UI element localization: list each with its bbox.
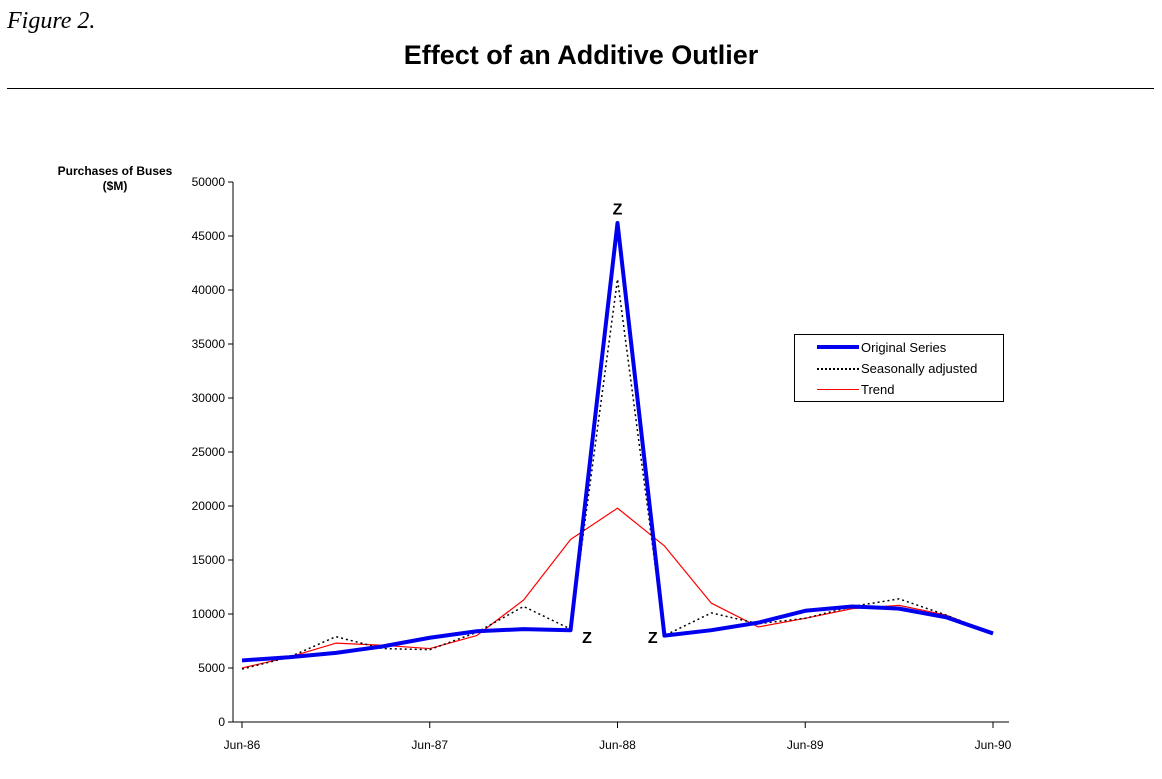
y-axis-title-line-1: Purchases of Buses xyxy=(57,164,173,178)
x-tick-label: Jun-89 xyxy=(787,738,824,752)
y-tick-label: 0 xyxy=(218,715,225,729)
y-tick-label: 45000 xyxy=(192,229,226,243)
legend-item-trend: Trend xyxy=(795,380,1003,400)
y-tick-label: 10000 xyxy=(192,607,226,621)
legend-item-seasonally-adjusted: Seasonally adjusted xyxy=(795,359,1003,379)
x-tick-label: Jun-88 xyxy=(599,738,636,752)
series-line-trend xyxy=(241,507,994,669)
y-tick-label: 40000 xyxy=(192,283,226,297)
series-line-original-series xyxy=(241,221,994,663)
chart-title: Effect of an Additive Outlier xyxy=(403,40,759,70)
y-axis-title-line-2: ($M) xyxy=(102,179,128,193)
y-axis-title: Purchases of Buses ($M) xyxy=(40,164,190,194)
legend-item-original-series: Original Series xyxy=(795,338,1003,358)
outlier-marker-label: Z xyxy=(582,630,592,647)
title-divider xyxy=(7,88,1154,89)
axes: 0 5000 10000 15000 20000 25000 30000 35000 40000… xyxy=(192,175,1012,752)
legend-label-trend: Trend xyxy=(861,382,895,397)
legend-swatch-trend xyxy=(817,389,859,390)
legend-label-original-series: Original Series xyxy=(861,340,947,355)
y-tick-label: 5000 xyxy=(198,661,225,675)
series-line-seasonally-adjusted xyxy=(241,278,994,670)
annotations: Z Z Z xyxy=(582,201,658,647)
y-tick-label: 25000 xyxy=(192,445,226,459)
series-layer xyxy=(241,221,994,670)
x-tick-label: Jun-87 xyxy=(411,738,448,752)
figure-label: Figure 2. xyxy=(7,8,96,34)
y-tick-label: 20000 xyxy=(192,499,226,513)
legend: Original Series Seasonally adjusted Tren… xyxy=(794,334,1004,402)
outlier-marker-label: Z xyxy=(613,201,623,218)
y-tick-label: 35000 xyxy=(192,337,226,351)
x-tick-label: Jun-86 xyxy=(224,738,261,752)
outlier-marker-label: Z xyxy=(648,630,658,647)
y-tick-label: 50000 xyxy=(192,175,226,189)
y-tick-label: 30000 xyxy=(192,391,226,405)
legend-swatch-seasonally-adjusted xyxy=(817,368,859,370)
legend-label-seasonally-adjusted: Seasonally adjusted xyxy=(861,361,978,376)
legend-swatch-original-series xyxy=(817,345,859,349)
y-tick-label: 15000 xyxy=(192,553,226,567)
x-tick-label: Jun-90 xyxy=(975,738,1012,752)
